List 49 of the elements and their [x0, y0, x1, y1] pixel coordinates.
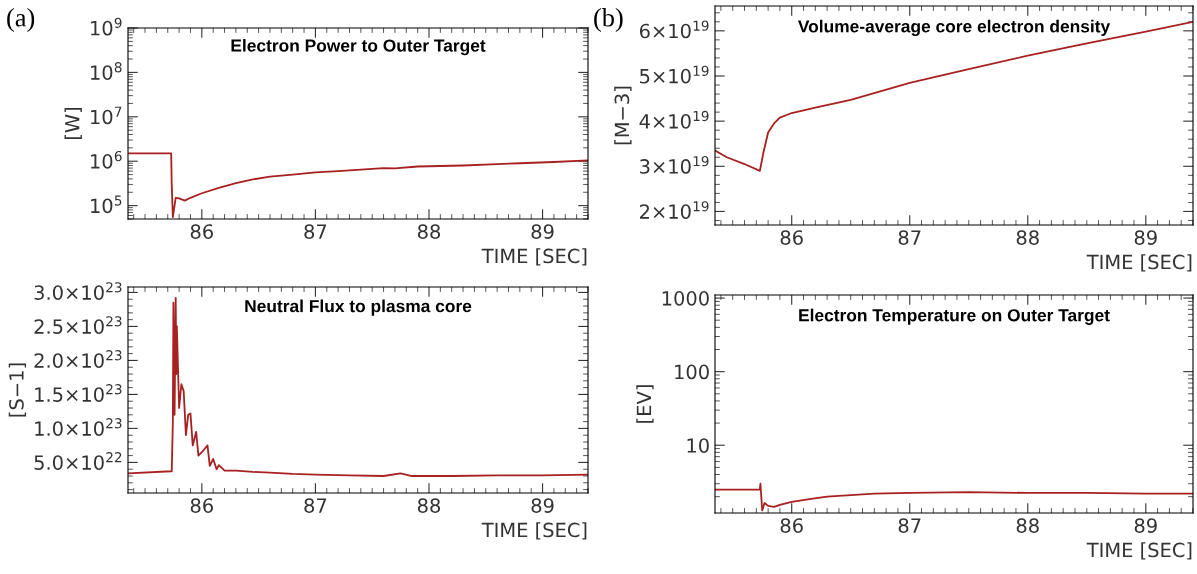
y-tick-label: 5×10$^{19}$	[640, 65, 709, 84]
text: Neutral Flux to plasma core	[245, 299, 472, 316]
y-tick-label: 1000	[662, 291, 709, 306]
x-tick-label: 89	[1134, 230, 1157, 245]
y-tick-label: 10$^{9}$	[91, 17, 122, 36]
y-tick-label: 10$^{6}$	[91, 150, 122, 169]
y-tick-label: 2.5×10$^{23}$	[34, 316, 122, 334]
text: Electron Temperature on Outer Target	[799, 308, 1110, 325]
y-axis-title: [EV]	[636, 385, 654, 423]
y-tick-label: 1.0×10$^{23}$	[35, 418, 122, 436]
y-tick-label: 4×10$^{19}$	[639, 110, 709, 129]
x-tick-label: 87	[898, 518, 921, 533]
x-tick-label: 87	[304, 498, 327, 513]
y-tick-label: 2×10$^{19}$	[640, 201, 709, 219]
x-axis-title: TIME [SEC]	[481, 522, 587, 540]
y-tick-label: 10	[687, 438, 709, 453]
text: (a)	[7, 8, 35, 32]
y-tick-label: 10$^{8}$	[91, 62, 122, 80]
x-tick-label: 89	[531, 224, 554, 239]
x-tick-label: 86	[190, 498, 213, 513]
x-tick-label: 87	[898, 230, 921, 245]
x-axis-title: TIME [SEC]	[481, 248, 587, 266]
text: Volume-average core electron density	[797, 19, 1111, 37]
y-tick-label: 3.0×10$^{23}$	[34, 282, 122, 300]
y-axis-title: [M−3]	[614, 86, 632, 145]
x-tick-label: 86	[780, 230, 803, 245]
x-axis-title: TIME [SEC]	[1086, 254, 1192, 272]
y-axis-title: [S−1]	[8, 363, 27, 417]
x-tick-label: 89	[1134, 518, 1157, 533]
x-tick-label: 88	[417, 498, 441, 513]
y-tick-label: 6×10$^{19}$	[639, 20, 709, 39]
x-axis-title: TIME [SEC]	[1086, 542, 1192, 560]
x-tick-label: 87	[304, 224, 327, 239]
text: Electron Power to Outer Target	[231, 38, 486, 56]
text: (b)	[594, 8, 623, 32]
y-tick-label: 2.0×10$^{23}$	[34, 350, 122, 368]
x-tick-label: 89	[531, 498, 554, 513]
x-tick-label: 88	[417, 224, 441, 239]
y-tick-label: 10$^{5}$	[91, 195, 122, 214]
y-axis-title: [W]	[64, 107, 82, 140]
y-tick-label: 1.5×10$^{23}$	[35, 384, 122, 402]
y-tick-label: 100	[675, 364, 709, 380]
x-tick-label: 86	[780, 518, 803, 533]
x-tick-label: 86	[190, 224, 213, 239]
x-tick-label: 88	[1016, 518, 1039, 533]
y-tick-label: 3×10$^{19}$	[640, 155, 709, 174]
x-tick-label: 88	[1016, 230, 1039, 245]
y-tick-label: 5.0×10$^{22}$	[34, 452, 122, 470]
y-tick-label: 10$^{7}$	[91, 106, 122, 125]
